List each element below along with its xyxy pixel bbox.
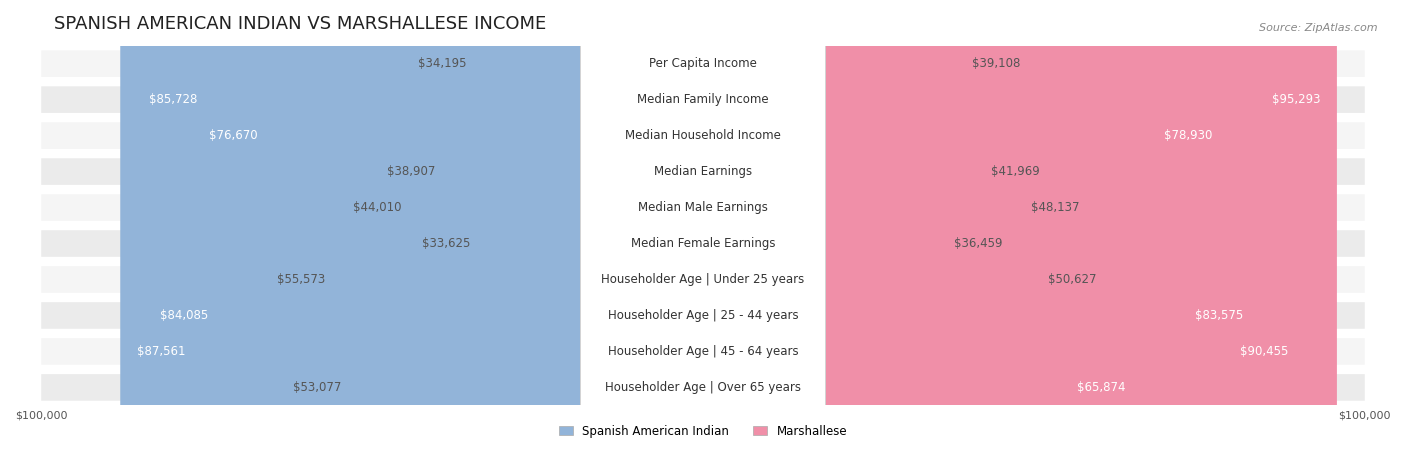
FancyBboxPatch shape — [813, 0, 984, 467]
FancyBboxPatch shape — [41, 266, 1365, 293]
FancyBboxPatch shape — [813, 0, 1025, 467]
FancyBboxPatch shape — [41, 50, 1365, 77]
FancyBboxPatch shape — [813, 0, 965, 467]
FancyBboxPatch shape — [581, 0, 825, 467]
Text: Median Male Earnings: Median Male Earnings — [638, 201, 768, 214]
FancyBboxPatch shape — [443, 0, 593, 467]
Text: $85,728: $85,728 — [149, 93, 197, 106]
Text: SPANISH AMERICAN INDIAN VS MARSHALLESE INCOME: SPANISH AMERICAN INDIAN VS MARSHALLESE I… — [55, 15, 547, 33]
FancyBboxPatch shape — [41, 230, 1365, 257]
FancyBboxPatch shape — [41, 302, 1365, 329]
FancyBboxPatch shape — [41, 194, 1365, 221]
FancyBboxPatch shape — [581, 0, 825, 467]
FancyBboxPatch shape — [813, 0, 1337, 467]
Text: $53,077: $53,077 — [294, 381, 342, 394]
FancyBboxPatch shape — [41, 374, 1365, 401]
FancyBboxPatch shape — [581, 0, 825, 467]
Text: $36,459: $36,459 — [955, 237, 1002, 250]
Text: Median Household Income: Median Household Income — [626, 129, 780, 142]
Text: Householder Age | Under 25 years: Householder Age | Under 25 years — [602, 273, 804, 286]
Text: $44,010: $44,010 — [353, 201, 402, 214]
FancyBboxPatch shape — [41, 122, 1365, 149]
Text: $39,108: $39,108 — [972, 57, 1021, 70]
Text: $95,293: $95,293 — [1272, 93, 1320, 106]
Text: $76,670: $76,670 — [209, 129, 257, 142]
FancyBboxPatch shape — [813, 0, 1142, 467]
FancyBboxPatch shape — [813, 0, 1305, 467]
FancyBboxPatch shape — [41, 86, 1365, 113]
Text: $33,625: $33,625 — [422, 237, 471, 250]
Text: $78,930: $78,930 — [1164, 129, 1212, 142]
FancyBboxPatch shape — [813, 0, 1042, 467]
Legend: Spanish American Indian, Marshallese: Spanish American Indian, Marshallese — [554, 420, 852, 443]
FancyBboxPatch shape — [409, 0, 593, 467]
FancyBboxPatch shape — [121, 0, 593, 467]
Text: Source: ZipAtlas.com: Source: ZipAtlas.com — [1260, 23, 1378, 33]
FancyBboxPatch shape — [813, 0, 1229, 467]
FancyBboxPatch shape — [581, 0, 825, 467]
Text: Per Capita Income: Per Capita Income — [650, 57, 756, 70]
FancyBboxPatch shape — [581, 0, 825, 467]
Text: Householder Age | 25 - 44 years: Householder Age | 25 - 44 years — [607, 309, 799, 322]
FancyBboxPatch shape — [332, 0, 593, 467]
FancyBboxPatch shape — [581, 0, 825, 467]
FancyBboxPatch shape — [474, 0, 593, 467]
Text: $34,195: $34,195 — [419, 57, 467, 70]
FancyBboxPatch shape — [813, 0, 1260, 467]
Text: $83,575: $83,575 — [1195, 309, 1243, 322]
Text: $55,573: $55,573 — [277, 273, 325, 286]
Text: Householder Age | 45 - 64 years: Householder Age | 45 - 64 years — [607, 345, 799, 358]
Text: Median Family Income: Median Family Income — [637, 93, 769, 106]
FancyBboxPatch shape — [349, 0, 593, 467]
FancyBboxPatch shape — [193, 0, 593, 467]
FancyBboxPatch shape — [581, 0, 825, 467]
FancyBboxPatch shape — [813, 0, 948, 467]
Text: $90,455: $90,455 — [1240, 345, 1288, 358]
FancyBboxPatch shape — [581, 0, 825, 467]
Text: $48,137: $48,137 — [1032, 201, 1080, 214]
FancyBboxPatch shape — [41, 158, 1365, 185]
Text: $84,085: $84,085 — [160, 309, 208, 322]
Text: $65,874: $65,874 — [1077, 381, 1126, 394]
Text: Median Female Earnings: Median Female Earnings — [631, 237, 775, 250]
Text: $41,969: $41,969 — [991, 165, 1039, 178]
Text: $87,561: $87,561 — [136, 345, 186, 358]
Text: Median Earnings: Median Earnings — [654, 165, 752, 178]
FancyBboxPatch shape — [581, 0, 825, 467]
Text: Householder Age | Over 65 years: Householder Age | Over 65 years — [605, 381, 801, 394]
FancyBboxPatch shape — [41, 338, 1365, 365]
FancyBboxPatch shape — [143, 0, 593, 467]
FancyBboxPatch shape — [132, 0, 593, 467]
FancyBboxPatch shape — [581, 0, 825, 467]
Text: $38,907: $38,907 — [387, 165, 436, 178]
Text: $50,627: $50,627 — [1047, 273, 1097, 286]
FancyBboxPatch shape — [477, 0, 593, 467]
